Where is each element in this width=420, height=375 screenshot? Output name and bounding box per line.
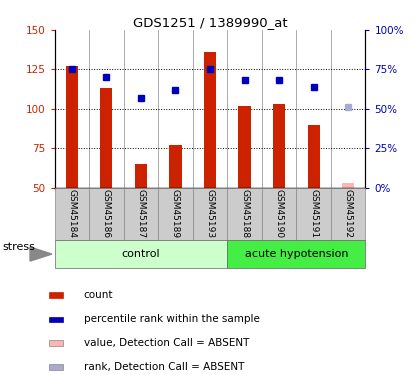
Bar [331, 188, 365, 240]
Bar [55, 240, 227, 268]
Text: count: count [84, 290, 113, 300]
Bar [169, 145, 181, 188]
Text: percentile rank within the sample: percentile rank within the sample [84, 314, 260, 324]
Bar [89, 188, 123, 240]
Bar [307, 124, 320, 188]
Text: GSM45193: GSM45193 [205, 189, 215, 238]
Text: GSM45189: GSM45189 [171, 189, 180, 238]
Bar [49, 316, 63, 322]
Text: value, Detection Call = ABSENT: value, Detection Call = ABSENT [84, 338, 249, 348]
Text: GSM45188: GSM45188 [240, 189, 249, 238]
Bar [273, 104, 285, 188]
Text: stress: stress [2, 242, 35, 252]
Text: GSM45186: GSM45186 [102, 189, 111, 238]
Bar [227, 240, 365, 268]
Bar [262, 188, 297, 240]
Text: GSM45192: GSM45192 [344, 189, 353, 238]
Bar [239, 106, 251, 188]
Bar [100, 88, 113, 188]
Bar [193, 188, 227, 240]
Bar [227, 188, 262, 240]
Polygon shape [30, 247, 52, 261]
Text: acute hypotension: acute hypotension [244, 249, 348, 259]
Bar [204, 52, 216, 188]
Text: GSM45184: GSM45184 [67, 189, 76, 238]
Bar [158, 188, 193, 240]
Text: control: control [122, 249, 160, 259]
Bar [55, 188, 89, 240]
Bar [123, 188, 158, 240]
Bar [49, 340, 63, 346]
Text: GSM45191: GSM45191 [309, 189, 318, 238]
Bar [49, 292, 63, 298]
Bar [49, 364, 63, 370]
Bar [297, 188, 331, 240]
Bar [66, 66, 78, 188]
Title: GDS1251 / 1389990_at: GDS1251 / 1389990_at [133, 16, 287, 29]
Bar [342, 183, 354, 188]
Text: rank, Detection Call = ABSENT: rank, Detection Call = ABSENT [84, 362, 244, 372]
Bar [135, 164, 147, 188]
Text: GSM45187: GSM45187 [136, 189, 145, 238]
Text: GSM45190: GSM45190 [275, 189, 284, 238]
